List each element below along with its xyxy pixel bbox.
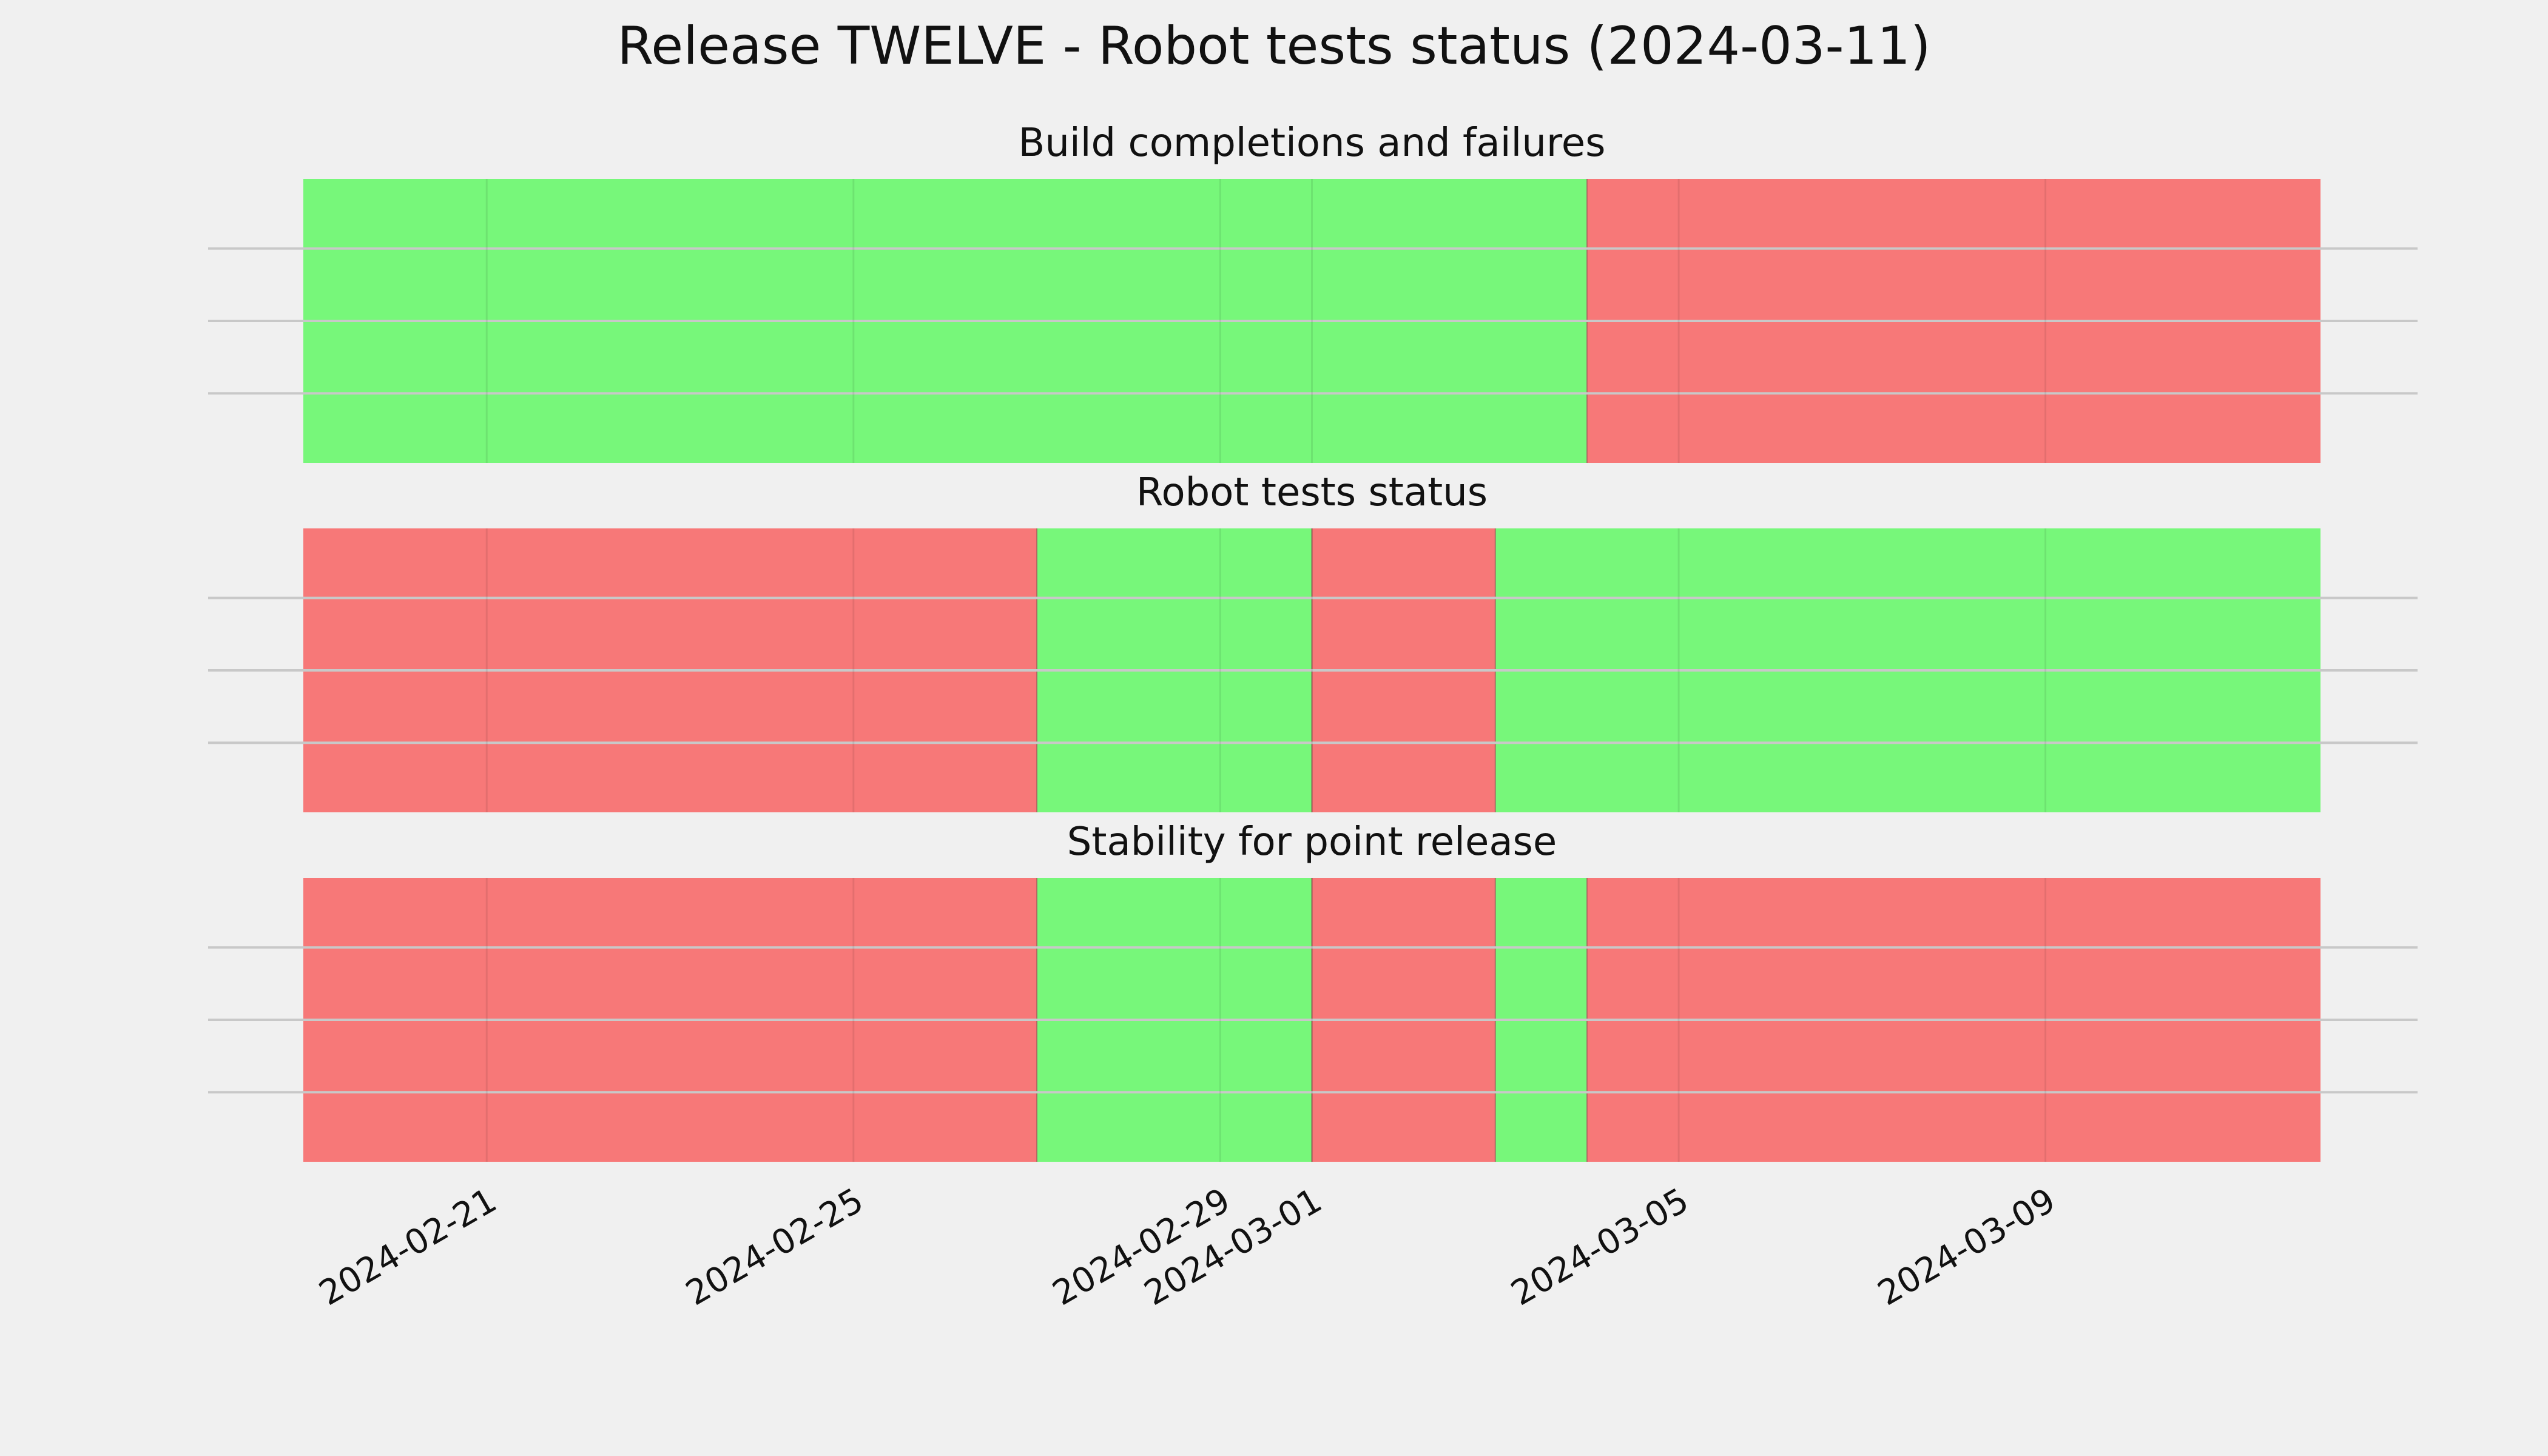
panel-3: Stability for point release [208, 820, 2418, 1162]
figure-title: Release TWELVE - Robot tests status (202… [617, 16, 1930, 76]
panel-1: Build completions and failures [208, 121, 2418, 463]
panel-title: Stability for point release [1067, 820, 1557, 864]
panel-title: Robot tests status [1136, 470, 1488, 515]
panel-title: Build completions and failures [1019, 121, 1606, 166]
timeline-panels: Build completions and failures Robot test… [208, 121, 2418, 1162]
panel-2: Robot tests status [208, 470, 2418, 812]
